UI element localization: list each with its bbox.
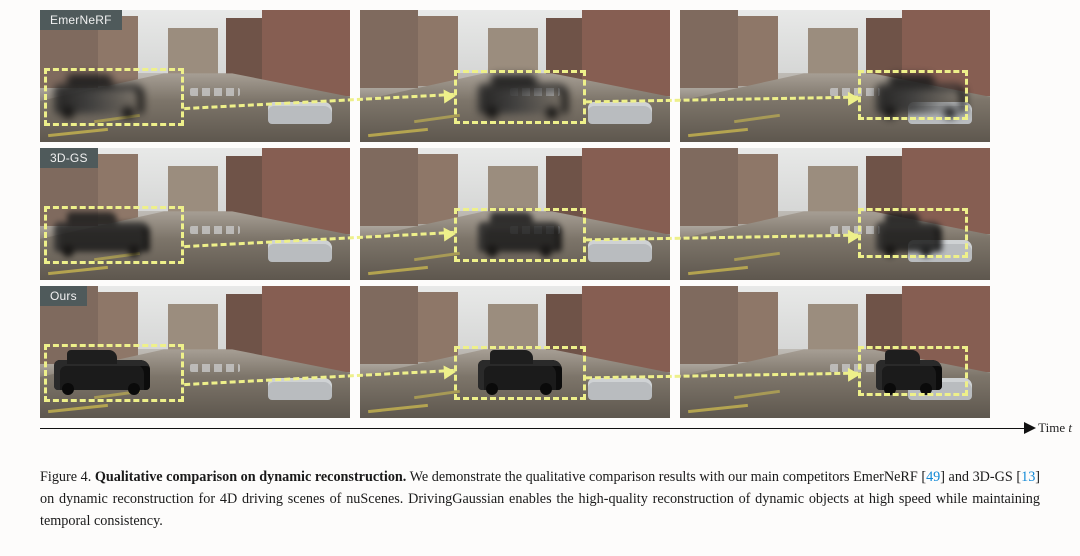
- parked-shape: [588, 378, 652, 400]
- figure-container: EmerNeRF 3D-GS Ours Time t Figure 4. Quali…: [0, 0, 1080, 532]
- moving-car: [876, 222, 942, 252]
- moving-car: [478, 222, 562, 252]
- smallcars-shape: [830, 364, 880, 372]
- scene-panel: 3D-GS: [40, 148, 350, 280]
- car-roof: [67, 74, 114, 88]
- figure-title: Qualitative comparison on dynamic recons…: [95, 469, 407, 485]
- car-roof: [885, 212, 919, 226]
- moving-car: [478, 360, 562, 390]
- bldg-left2-shape: [418, 154, 458, 224]
- smallcars-shape: [830, 226, 880, 234]
- parked-shape: [588, 102, 652, 124]
- bldg-left-shape: [360, 148, 418, 226]
- bldg-left2-shape: [738, 292, 778, 362]
- citation-link[interactable]: 49: [926, 469, 940, 485]
- time-axis-label-prefix: Time: [1038, 420, 1068, 435]
- parked-shape: [588, 240, 652, 262]
- figure-caption: Figure 4. Qualitative comparison on dyna…: [40, 466, 1040, 532]
- caption-text-1: We demonstrate the qualitative compariso…: [410, 469, 926, 485]
- scene-panel: [360, 286, 670, 418]
- citation-link[interactable]: 13: [1021, 469, 1035, 485]
- car-roof: [490, 212, 534, 226]
- moving-car: [478, 84, 568, 114]
- car-roof: [67, 350, 117, 364]
- time-axis-arrowhead: [1024, 422, 1036, 434]
- parked-shape: [268, 102, 332, 124]
- car-roof: [885, 350, 919, 364]
- scene-panel: Ours: [40, 286, 350, 418]
- scene-panel: [680, 148, 990, 280]
- moving-car: [54, 360, 150, 390]
- scene-panel: [680, 286, 990, 418]
- smallcars-shape: [190, 88, 240, 96]
- time-axis: Time t: [40, 424, 1040, 444]
- moving-car: [54, 222, 150, 252]
- time-axis-label: Time t: [1038, 420, 1072, 436]
- moving-car: [54, 84, 144, 114]
- smallcars-shape: [190, 364, 240, 372]
- method-label: 3D-GS: [40, 148, 98, 168]
- comparison-grid: EmerNeRF 3D-GS Ours: [40, 10, 1040, 418]
- bldg-left2-shape: [418, 292, 458, 362]
- scene-panel: [360, 148, 670, 280]
- bldg-left2-shape: [738, 16, 778, 86]
- time-axis-label-var: t: [1068, 420, 1072, 435]
- grid-row: 3D-GS: [40, 148, 1040, 280]
- parked-shape: [268, 240, 332, 262]
- bldg-left2-shape: [738, 154, 778, 224]
- scene-panel: [680, 10, 990, 142]
- car-roof: [889, 74, 936, 88]
- car-roof: [491, 74, 538, 88]
- moving-car: [876, 360, 942, 390]
- bldg-left-shape: [360, 286, 418, 364]
- figure-number: Figure 4.: [40, 469, 91, 485]
- bldg-left-shape: [680, 286, 738, 364]
- smallcars-shape: [830, 88, 880, 96]
- parked-shape: [268, 378, 332, 400]
- method-label: Ours: [40, 286, 87, 306]
- scene-panel: EmerNeRF: [40, 10, 350, 142]
- scene-panel: [360, 10, 670, 142]
- method-label: EmerNeRF: [40, 10, 122, 30]
- grid-row: EmerNeRF: [40, 10, 1040, 142]
- bldg-left2-shape: [418, 16, 458, 86]
- bldg-left-shape: [360, 10, 418, 88]
- car-roof: [490, 350, 534, 364]
- car-roof: [67, 212, 117, 226]
- bldg-left-shape: [680, 148, 738, 226]
- bldg-left-shape: [680, 10, 738, 88]
- caption-text-2: ] and 3D-GS [: [940, 469, 1021, 485]
- moving-car: [876, 84, 966, 114]
- smallcars-shape: [190, 226, 240, 234]
- time-axis-line: [40, 428, 1026, 429]
- grid-row: Ours: [40, 286, 1040, 418]
